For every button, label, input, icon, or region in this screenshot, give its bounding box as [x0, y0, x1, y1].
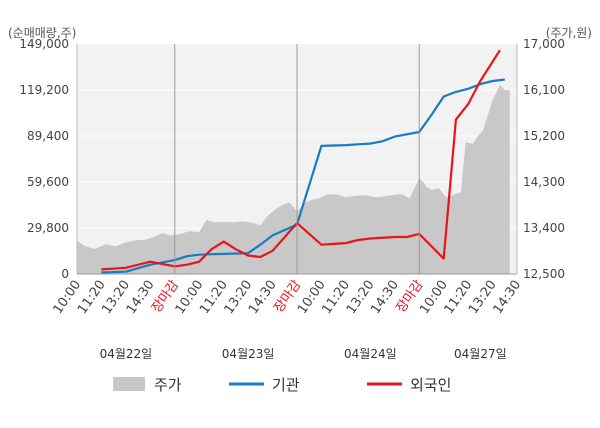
legend-label-institution: 기관 [272, 376, 300, 394]
legend: 주가 기관 외국인 [113, 376, 451, 394]
y-right-tick-label: 16,100 [523, 83, 565, 97]
series-institution-line [101, 78, 505, 274]
y-right-tick-label: 15,200 [523, 129, 565, 143]
y-right-tick-label: 13,400 [523, 221, 565, 235]
y-left-tick-label: 149,000 [19, 37, 69, 51]
y-right-tick-label: 12,500 [523, 267, 565, 281]
y-right-tick-label: 14,300 [523, 175, 565, 189]
date-label: 04월27일 [454, 347, 507, 361]
date-label: 04월24일 [344, 347, 397, 361]
left-axis-unit: (순매매량,주) [8, 26, 76, 40]
y-right-tick-label: 17,000 [523, 37, 565, 51]
y-left-tick-label: 119,200 [19, 83, 69, 97]
y-left-tick-label: 59,600 [27, 175, 69, 189]
legend-swatch-price [113, 377, 145, 391]
date-label: 04월22일 [100, 347, 153, 361]
legend-label-foreign: 외국인 [410, 376, 451, 394]
legend-label-price: 주가 [154, 376, 182, 394]
y-left-tick-label: 29,800 [27, 221, 69, 235]
right-axis-unit: (주가,원) [546, 26, 592, 40]
y-left-tick-label: 0 [61, 267, 69, 281]
series-foreign-line [101, 49, 501, 271]
series-price-area [77, 84, 510, 275]
date-label: 04월23일 [222, 347, 275, 361]
y-left-tick-label: 89,400 [27, 129, 69, 143]
